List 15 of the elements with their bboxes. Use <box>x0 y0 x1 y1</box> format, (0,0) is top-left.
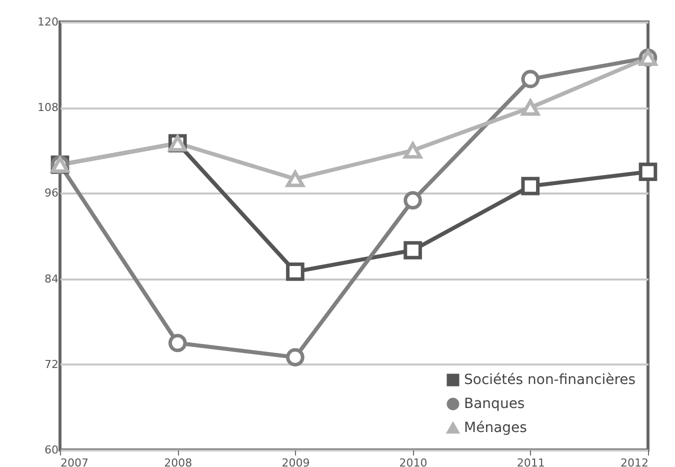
y-tick-label: 120 <box>38 16 58 28</box>
x-tick-label: 2011 <box>516 456 545 467</box>
legend-label: Banques <box>464 396 525 412</box>
x-tick-label: 2007 <box>60 456 88 467</box>
x-tick-label: 2008 <box>164 456 192 467</box>
legend-label: Sociétés non-financières <box>464 372 636 388</box>
x-tick-label: 2010 <box>399 456 428 467</box>
y-tick-label: 60 <box>44 444 58 456</box>
y-tick-label: 96 <box>44 186 58 200</box>
y-tick-label: 108 <box>38 101 58 114</box>
x-tick-label: 2009 <box>282 456 310 467</box>
y-tick-label: 84 <box>44 272 58 286</box>
y-tick-label: 72 <box>44 358 58 371</box>
x-tick-label: 2012 <box>620 456 648 467</box>
legend-label: Ménages <box>464 420 527 436</box>
